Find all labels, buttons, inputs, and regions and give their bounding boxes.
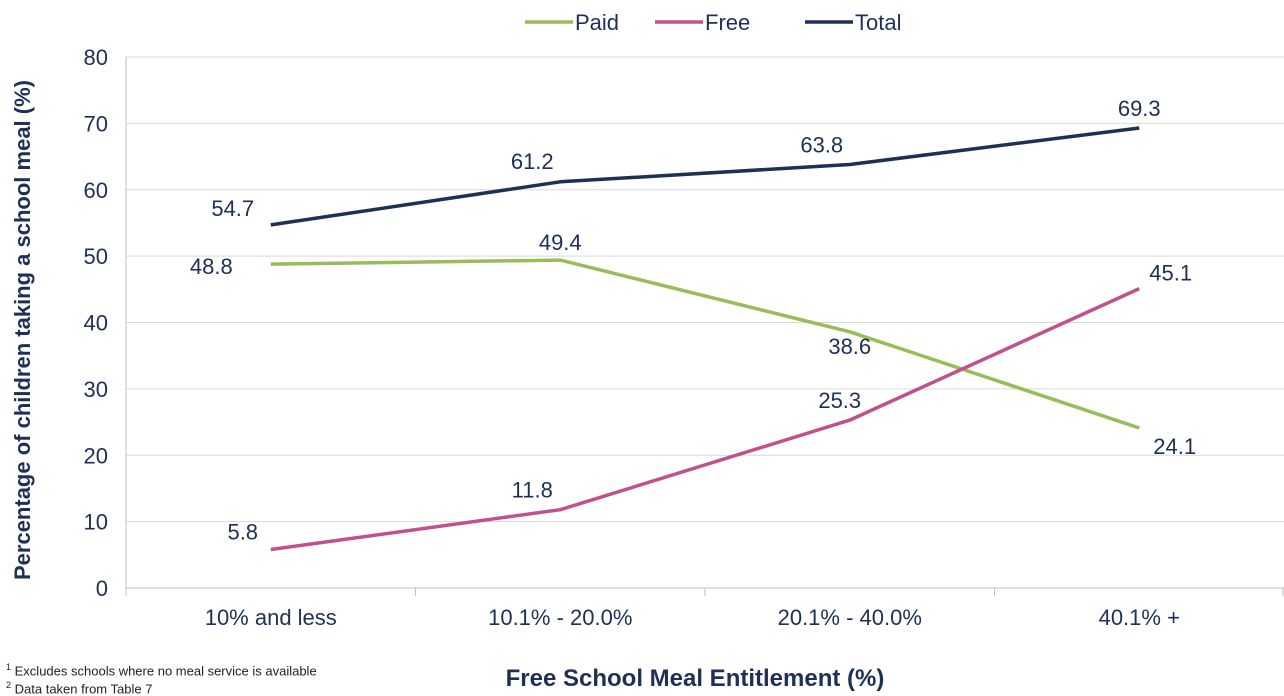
legend-label-total: Total bbox=[855, 10, 901, 35]
data-labels: 48.8 49.4 38.6 24.1 5.8 11.8 25.3 45.1 54.7 61.2 6… bbox=[190, 96, 1196, 544]
x-tick-labels: 10% and less 10.1% - 20.0% 20.1% - 40.0% 40… bbox=[205, 605, 1180, 630]
footnote-1: 1 Excludes schools where no meal service… bbox=[6, 662, 317, 678]
y-tick-label: 0 bbox=[96, 576, 108, 601]
x-tick-label: 10% and less bbox=[205, 605, 337, 630]
footnote-2-text: Data taken from Table 7 bbox=[14, 681, 153, 696]
y-tick-label: 60 bbox=[84, 178, 108, 203]
y-tick-label: 10 bbox=[84, 510, 108, 535]
y-tick-label: 30 bbox=[84, 377, 108, 402]
series-line-total bbox=[270, 126, 1140, 227]
gridlines bbox=[126, 56, 1284, 523]
data-label-total: 69.3 bbox=[1118, 96, 1161, 121]
y-tick-label: 80 bbox=[84, 45, 108, 70]
data-label-total: 63.8 bbox=[800, 133, 843, 158]
x-axis-title: Free School Meal Entitlement (%) bbox=[506, 665, 885, 691]
data-label-paid: 24.1 bbox=[1153, 434, 1196, 459]
data-label-total: 54.7 bbox=[211, 196, 254, 221]
x-tick-label: 10.1% - 20.0% bbox=[488, 605, 632, 630]
y-tick-label: 40 bbox=[84, 311, 108, 336]
data-label-free: 11.8 bbox=[512, 478, 553, 503]
data-label-free: 5.8 bbox=[227, 520, 258, 545]
x-tick-label: 20.1% - 40.0% bbox=[778, 605, 922, 630]
y-axis-title: Percentage of children taking a school m… bbox=[10, 80, 35, 580]
legend-label-paid: Paid bbox=[575, 10, 619, 35]
footnote-1-marker: 1 bbox=[6, 662, 12, 672]
y-tick-label: 50 bbox=[84, 244, 108, 269]
series-line-free bbox=[270, 287, 1141, 552]
y-tick-label: 70 bbox=[84, 111, 108, 136]
data-label-total: 61.2 bbox=[511, 149, 554, 174]
data-label-paid: 49.4 bbox=[539, 230, 582, 255]
footnote-2-marker: 2 bbox=[6, 680, 12, 690]
axes bbox=[125, 57, 1284, 596]
series-lines bbox=[270, 126, 1141, 552]
data-label-free: 45.1 bbox=[1149, 261, 1192, 286]
data-label-paid: 48.8 bbox=[190, 254, 233, 279]
legend-label-free: Free bbox=[705, 10, 750, 35]
footnote-1-text: Excludes schools where no meal service i… bbox=[14, 663, 317, 679]
y-tick-label: 20 bbox=[84, 443, 108, 468]
data-label-paid: 38.6 bbox=[828, 334, 871, 359]
footnote-2: 2 Data taken from Table 7 bbox=[6, 680, 152, 696]
data-label-free: 25.3 bbox=[818, 388, 861, 413]
series-line-paid bbox=[270, 258, 1140, 430]
y-tick-labels: 0 10 20 30 40 50 60 70 80 bbox=[84, 45, 108, 601]
x-tick-label: 40.1% + bbox=[1099, 605, 1180, 630]
legend: Paid Free Total bbox=[525, 10, 901, 35]
